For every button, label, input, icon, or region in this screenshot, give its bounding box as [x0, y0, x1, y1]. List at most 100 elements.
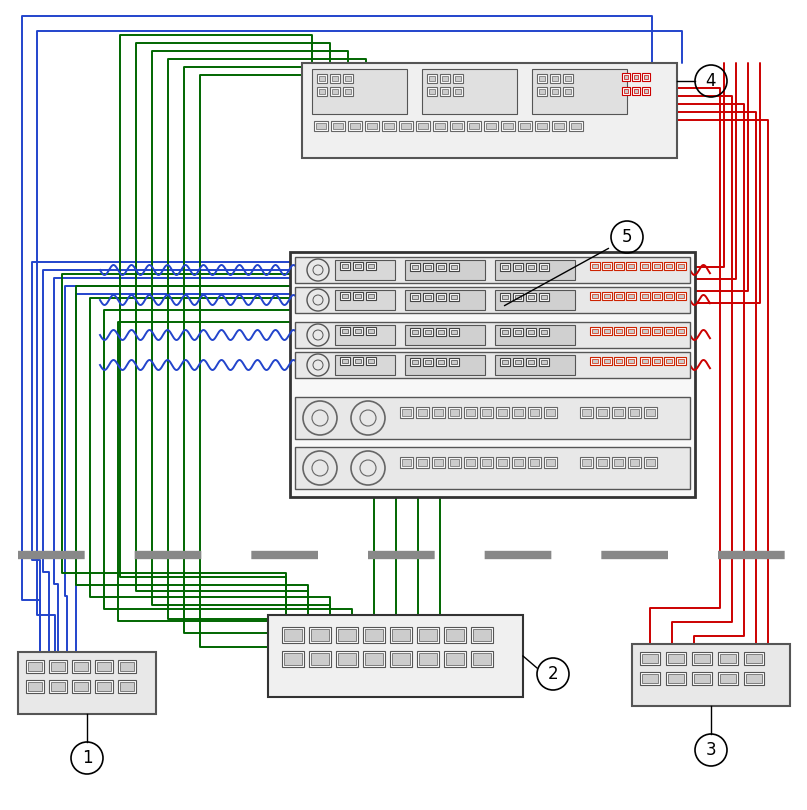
Bar — [592, 264, 598, 268]
Bar — [500, 328, 510, 336]
Bar — [664, 262, 674, 270]
Bar — [530, 459, 539, 466]
Bar — [580, 457, 593, 468]
Bar — [438, 360, 444, 364]
Bar — [436, 293, 446, 301]
Bar — [311, 629, 329, 641]
Bar — [412, 265, 418, 269]
Bar — [435, 123, 445, 129]
Bar — [535, 121, 549, 131]
Bar — [332, 89, 338, 94]
Bar — [626, 357, 636, 365]
Bar — [448, 457, 461, 468]
Bar — [427, 87, 437, 96]
Bar — [541, 265, 547, 269]
Bar — [425, 360, 431, 364]
Bar — [295, 397, 690, 439]
Bar — [513, 263, 523, 271]
Bar — [333, 123, 343, 129]
Bar — [592, 359, 598, 363]
Bar — [528, 295, 534, 299]
Bar — [632, 644, 790, 706]
Bar — [423, 263, 433, 271]
Bar — [453, 87, 463, 96]
Bar — [676, 262, 686, 270]
Bar — [343, 87, 353, 96]
Bar — [602, 357, 612, 365]
Bar — [616, 294, 622, 298]
Bar — [628, 457, 641, 468]
Bar — [26, 660, 44, 673]
Bar — [652, 357, 662, 365]
Bar — [614, 292, 624, 300]
Bar — [390, 651, 412, 667]
Bar — [614, 357, 624, 365]
Bar — [678, 359, 684, 363]
Bar — [118, 680, 136, 693]
Bar — [565, 89, 571, 94]
Bar — [644, 457, 657, 468]
Bar — [596, 457, 609, 468]
Bar — [469, 123, 479, 129]
Bar — [72, 660, 90, 673]
Bar — [340, 262, 350, 270]
Bar — [642, 87, 650, 95]
Bar — [440, 87, 450, 96]
Bar — [309, 651, 331, 667]
Bar — [537, 74, 547, 83]
Bar — [546, 459, 555, 466]
Bar — [412, 295, 418, 299]
Bar — [330, 87, 340, 96]
Bar — [520, 123, 530, 129]
Bar — [453, 74, 463, 83]
Bar — [644, 407, 657, 418]
Bar — [530, 409, 539, 416]
Bar — [624, 75, 628, 79]
Bar — [744, 652, 764, 665]
Bar — [438, 265, 444, 269]
Bar — [336, 627, 358, 643]
Bar — [503, 123, 513, 129]
Bar — [590, 357, 600, 365]
Bar — [342, 329, 348, 333]
Bar — [295, 447, 690, 489]
Bar — [418, 409, 427, 416]
Bar — [331, 121, 345, 131]
Bar — [580, 407, 593, 418]
Bar — [432, 457, 445, 468]
Bar — [345, 76, 351, 81]
Bar — [604, 329, 610, 333]
Bar — [350, 123, 360, 129]
Bar — [666, 329, 672, 333]
Bar — [480, 407, 493, 418]
Text: 5: 5 — [621, 228, 632, 246]
Bar — [282, 627, 304, 643]
Bar — [340, 327, 350, 335]
Bar — [664, 357, 674, 365]
Bar — [541, 360, 547, 364]
Text: 4: 4 — [706, 72, 717, 90]
Bar — [654, 294, 660, 298]
Bar — [451, 360, 457, 364]
Bar — [466, 459, 475, 466]
Bar — [450, 409, 459, 416]
Bar — [455, 89, 461, 94]
Bar — [501, 121, 515, 131]
Bar — [537, 123, 547, 129]
Bar — [616, 359, 622, 363]
Bar — [330, 74, 340, 83]
Bar — [614, 459, 623, 466]
Bar — [512, 407, 525, 418]
Bar — [666, 294, 672, 298]
Bar — [541, 330, 547, 334]
Bar — [446, 653, 464, 665]
Bar — [678, 264, 684, 268]
Bar — [694, 654, 710, 663]
Bar — [436, 263, 446, 271]
Bar — [678, 329, 684, 333]
Bar — [400, 457, 413, 468]
Bar — [342, 294, 348, 298]
Bar — [495, 325, 575, 345]
Bar — [502, 360, 508, 364]
Bar — [640, 292, 650, 300]
